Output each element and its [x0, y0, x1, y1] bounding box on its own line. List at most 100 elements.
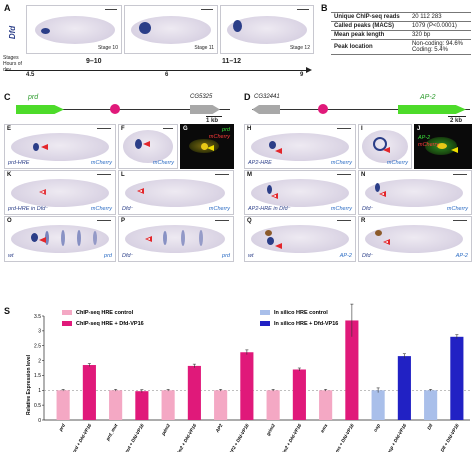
gene-name-ap2: AP-2 [420, 94, 436, 101]
table-row: Called peaks (MACS) 1079 (P<0.0001) [331, 21, 471, 31]
label-ap2: AP-2 [418, 135, 431, 141]
row-label: Unique ChIP-seq reads [331, 12, 409, 22]
embryo-stage-11: Stage 11 [124, 5, 218, 54]
row-label: Called peaks (MACS) [331, 21, 409, 31]
row-label: Peak location [331, 39, 409, 55]
panel-label-k: K [7, 172, 12, 178]
x-tick-label: prd + Dfd-VP16 [71, 423, 93, 452]
gene-cg32441-arrow [252, 105, 280, 114]
label-mcherry: mCherry [152, 160, 174, 166]
panel-label-e: E [7, 126, 12, 132]
label-ap2: AP-2 [339, 253, 352, 259]
x-tick-label: osp [373, 423, 382, 433]
stage-label: Stage 10 [97, 45, 118, 51]
label-prd: prd [104, 253, 112, 259]
y-tick-label: 0 [38, 418, 41, 424]
row-label: Mean peak length [331, 30, 409, 40]
x-tick-label: osp + Dfd-VP16 [386, 423, 407, 452]
label-mcherry: mCherry [330, 160, 352, 166]
bar [240, 352, 254, 420]
x-tick-label: Dll + Dfd-VP16 [440, 423, 460, 452]
panel-label-f: F [121, 126, 125, 132]
panel-label-s: S [4, 306, 11, 316]
gene-name-prd: prd [28, 94, 39, 101]
label-mcherry: mCherry [208, 206, 230, 212]
panel-label-l: L [121, 172, 125, 178]
row-value: 1079 (P<0.0001) [408, 21, 471, 31]
panel-label-j: J [417, 126, 421, 132]
hre-peak-c [110, 104, 120, 114]
panel-label-g: G [183, 126, 188, 132]
chipseq-stats-table: Unique ChIP-seq reads 20 112 283 Called … [331, 12, 471, 55]
locus-line-c [16, 109, 230, 110]
x-tick-label: prd_mut [104, 423, 118, 443]
legend-swatch [260, 310, 270, 315]
hours-row-label: Hours of dev. [3, 61, 22, 72]
scale-bar-c [206, 116, 222, 117]
label-prd-hre-dfd: prd-HRE in Dfd⁻ [8, 206, 49, 212]
x-tick-label: grim2 + Dfd-VP16 [278, 423, 302, 452]
bar [397, 356, 411, 420]
legend-swatch [62, 321, 72, 326]
gene-prd-arrow [16, 105, 64, 114]
stage-range-11-12: 11–12 [222, 58, 242, 65]
panel-label-r: R [361, 218, 366, 224]
legend-swatch [62, 310, 72, 315]
label-mcherry: mCherry [90, 160, 112, 166]
y-tick-label: 1.5 [34, 373, 41, 379]
bar [424, 390, 438, 420]
panel-label-d: D [244, 92, 251, 102]
label-ap2-hre-dfd: AP2-HRE in Dfd⁻ [248, 206, 291, 212]
x-tick-label: prd [57, 423, 66, 433]
embryo-panel-e: E prd-HRE mCherry [4, 124, 116, 169]
panel-label-p: P [121, 218, 126, 224]
table-row: Unique ChIP-seq reads 20 112 283 [331, 12, 471, 22]
embryo-panel-r: R Dfd⁻ AP-2 [358, 216, 472, 262]
bar [214, 390, 228, 420]
bars [56, 303, 464, 420]
x-axis-labels: prd prd + Dfd-VP16 prd_mut prd_mut + Dfd-VP… [57, 422, 460, 452]
stage-range-9-10: 9–10 [86, 58, 102, 65]
label-ap2-hre: AP2-HRE [248, 160, 272, 166]
x-tick-label: grim2 [265, 423, 276, 438]
panel-label-n: N [361, 172, 366, 178]
hour-tick-4-5: 4.5 [26, 72, 35, 78]
label-mcherry: mCherry [208, 134, 230, 140]
expression-bar-chart: Relative Expression level 0 0.5 1 1.5 2 2.5 3 3… [26, 303, 470, 452]
bar [319, 390, 333, 420]
panel-label-o: O [7, 218, 12, 224]
embryo-panel-f: F mCherry [118, 124, 178, 169]
y-tick-label: 2.5 [34, 344, 41, 350]
hre-peak-d [318, 104, 328, 114]
scale-label-c: 1 kb [206, 118, 219, 124]
label-dfd: Dfd⁻ [122, 206, 134, 212]
table-row: Mean peak length 320 bp [331, 30, 471, 40]
x-tick-label: ems + Dfd-VP16 [333, 423, 355, 452]
panel-label-m: M [247, 172, 252, 178]
y-tick-label: 0.5 [34, 403, 41, 409]
embryo-panel-k: K prd-HRE in Dfd⁻ mCherry [4, 170, 116, 215]
bar [450, 336, 464, 420]
x-tick-label: pdm2 + Dfd-VP16 [173, 423, 197, 452]
label-mcherry: mCherry [418, 142, 440, 148]
x-tick-label: ems [320, 423, 329, 434]
label-dfd: Dfd⁻ [362, 206, 374, 212]
stage-label: Stage 11 [194, 45, 214, 51]
x-tick-label: AP2 [214, 423, 224, 434]
bar [135, 391, 149, 420]
y-tick-label: 3 [38, 329, 41, 335]
fluorescence-panel-j: J AP-2 mCherry [414, 124, 472, 169]
embryo-panel-p: P Dfd⁻ prd [118, 216, 234, 262]
legend: ChIP-seq HRE control ChIP-seq HRE + Dfd-V… [62, 310, 338, 327]
embryo-panel-h: H AP2-HRE mCherry [244, 124, 356, 169]
embryo-panel-i: I mCherry [358, 124, 412, 169]
label-wt: wt [8, 253, 14, 259]
x-tick-label: prd_mut + Dfd-VP16 [118, 423, 145, 452]
fluorescence-panel-g: G prd mCherry [180, 124, 234, 169]
row-value-2: Coding: 5.4% [411, 47, 448, 53]
bar [82, 365, 96, 420]
bar [161, 390, 175, 420]
bar [292, 369, 306, 420]
row-value: 320 bp [408, 30, 471, 40]
label-dfd: Dfd⁻ [362, 253, 374, 259]
